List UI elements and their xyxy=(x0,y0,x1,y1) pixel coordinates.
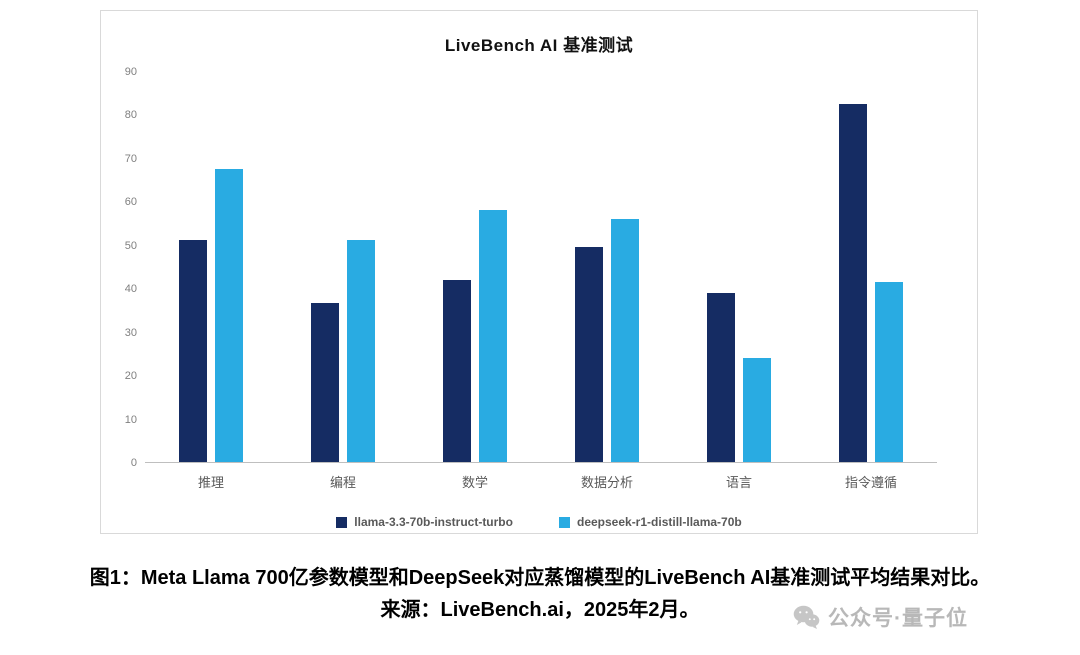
legend-label: llama-3.3-70b-instruct-turbo xyxy=(354,515,513,529)
legend-swatch xyxy=(336,516,348,528)
x-tick-label: 数据分析 xyxy=(580,475,633,490)
x-tick-label: 推理 xyxy=(197,475,224,490)
bar xyxy=(743,357,771,462)
bar xyxy=(575,246,603,462)
bar-group-5 xyxy=(673,292,805,462)
bar-group-6 xyxy=(805,103,937,462)
bar xyxy=(611,218,639,462)
x-tick-label: 编程 xyxy=(329,475,356,490)
bar xyxy=(479,210,507,462)
x-tick-label: 数学 xyxy=(461,475,488,490)
y-tick-label: 10 xyxy=(124,413,137,426)
bar xyxy=(215,168,243,462)
bar xyxy=(347,240,375,462)
y-axis: 0 10 20 30 40 50 60 70 80 90 xyxy=(117,66,145,469)
legend-swatch xyxy=(558,516,570,528)
y-tick-label: 0 xyxy=(130,457,137,469)
plot-area xyxy=(145,72,937,463)
x-tick-label: 指令遵循 xyxy=(844,475,897,490)
caption-line-1: 图1：Meta Llama 700亿参数模型和DeepSeek对应蒸馏模型的Li… xyxy=(89,567,991,589)
y-tick-label: 60 xyxy=(124,196,137,209)
x-tick-label: 语言 xyxy=(725,475,752,490)
bar-group-2 xyxy=(277,240,409,462)
bar xyxy=(179,240,207,462)
bar xyxy=(443,279,471,462)
y-tick-label: 30 xyxy=(124,326,137,339)
y-tick-label: 40 xyxy=(124,283,137,296)
plot-wrap: 0 10 20 30 40 50 60 70 80 90 xyxy=(101,66,977,469)
bar-group-1 xyxy=(145,168,277,462)
watermark-text: 公众号·量子位 xyxy=(828,607,968,630)
legend-item: llama-3.3-70b-instruct-turbo xyxy=(336,515,513,529)
bar-group-4 xyxy=(541,218,673,462)
watermark: 公众号·量子位 xyxy=(793,602,968,632)
y-tick-label: 80 xyxy=(124,109,137,122)
caption-line-2: 来源：LiveBench.ai，2025年2月。 xyxy=(380,599,700,621)
y-tick-label: 90 xyxy=(124,66,137,78)
y-tick-label: 20 xyxy=(124,370,137,383)
bar-group-3 xyxy=(409,210,541,462)
bar xyxy=(875,281,903,462)
chart-panel: LiveBench AI 基准测试 0 10 20 30 40 50 60 70 80 90 推理… xyxy=(100,10,978,534)
x-axis: 推理 编程 数学 数据分析 语言 指令遵循 xyxy=(101,472,977,491)
bar xyxy=(707,292,735,462)
chart-title: LiveBench AI 基准测试 xyxy=(444,36,634,55)
wechat-icon xyxy=(793,605,820,629)
figure-caption: 图1：Meta Llama 700亿参数模型和DeepSeek对应蒸馏模型的Li… xyxy=(0,562,1080,626)
legend-label: deepseek-r1-distill-llama-70b xyxy=(576,515,742,529)
bar xyxy=(311,303,339,462)
bar xyxy=(839,103,867,462)
legend: llama-3.3-70b-instruct-turbo deepseek-r1-… xyxy=(101,515,977,529)
y-tick-label: 50 xyxy=(124,239,137,252)
y-tick-label: 70 xyxy=(124,152,137,165)
legend-item: deepseek-r1-distill-llama-70b xyxy=(558,515,742,529)
